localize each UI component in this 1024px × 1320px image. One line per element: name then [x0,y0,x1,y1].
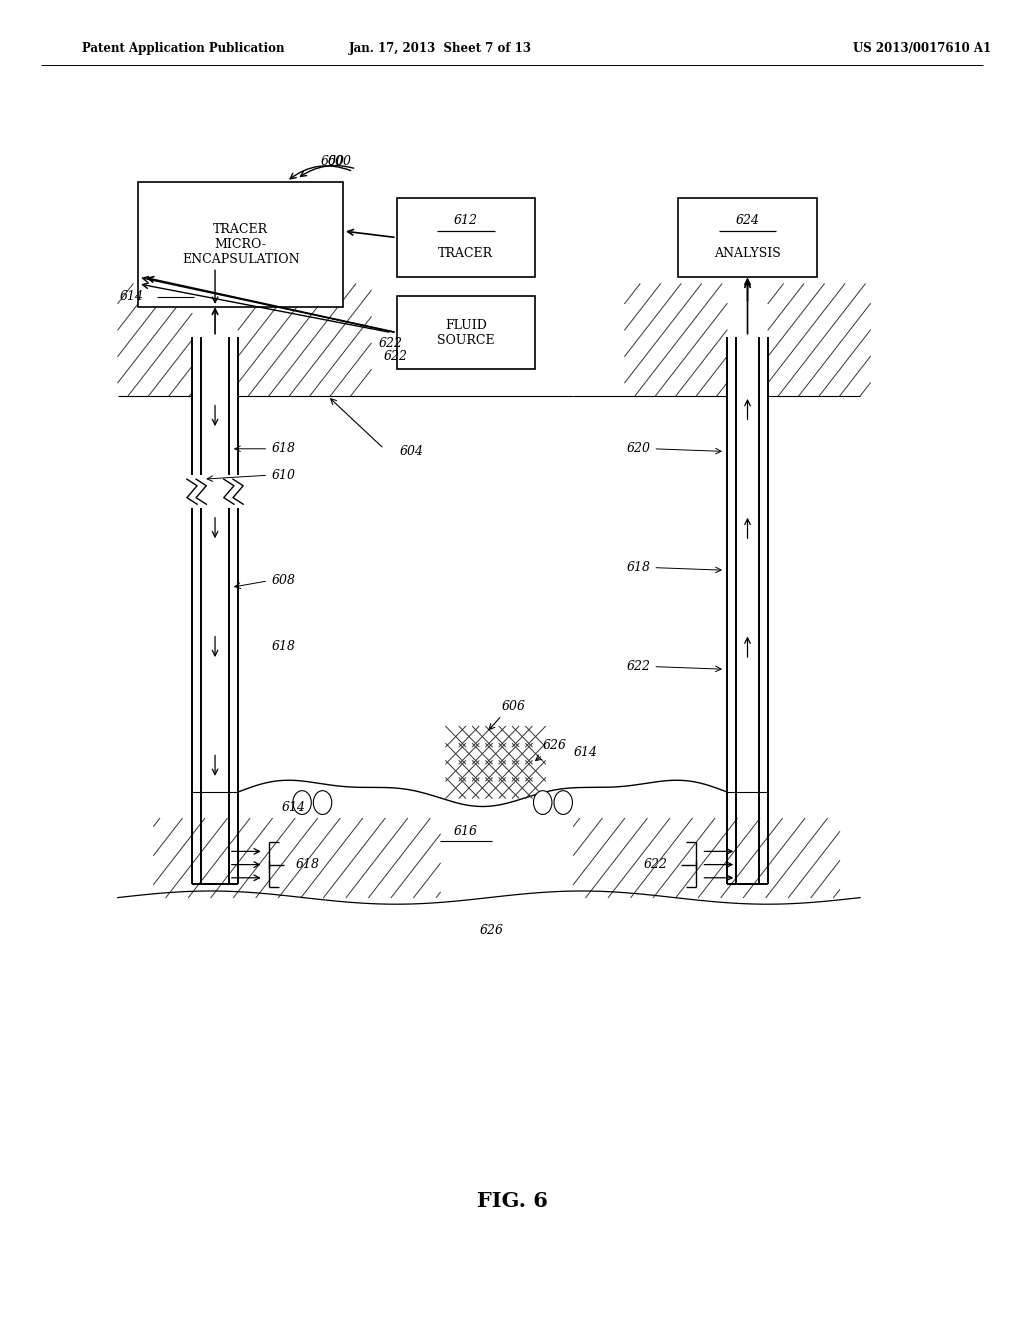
Text: 618: 618 [271,442,295,455]
Text: 604: 604 [399,445,423,458]
Text: 618: 618 [296,858,319,871]
Text: 610: 610 [271,469,295,482]
Bar [138,182,343,308]
Text: 622: 622 [379,337,402,350]
Text: 622: 622 [643,858,668,871]
Text: 614: 614 [282,801,305,814]
Text: 600: 600 [321,154,345,168]
Circle shape [554,791,572,814]
Text: Jan. 17, 2013  Sheet 7 of 13: Jan. 17, 2013 Sheet 7 of 13 [349,42,531,55]
Text: 600: 600 [328,154,351,168]
Circle shape [534,791,552,814]
Text: FIG. 6: FIG. 6 [476,1191,548,1212]
Text: 622: 622 [384,350,408,363]
Text: 622: 622 [627,660,650,673]
Text: US 2013/0017610 A1: US 2013/0017610 A1 [853,42,990,55]
Text: 618: 618 [271,640,295,653]
Text: 606: 606 [502,700,525,713]
Text: 612: 612 [454,214,478,227]
Text: TRACER
MICRO-
ENCAPSULATION: TRACER MICRO- ENCAPSULATION [182,223,299,265]
Circle shape [313,791,332,814]
Bar [678,198,817,277]
Text: Patent Application Publication: Patent Application Publication [82,42,285,55]
Text: FLUID
SOURCE: FLUID SOURCE [437,318,495,347]
Text: 624: 624 [735,214,760,227]
Bar [397,296,535,368]
Text: TRACER: TRACER [438,247,494,260]
Bar [397,198,535,277]
Text: 616: 616 [454,825,478,838]
Text: 618: 618 [627,561,650,574]
Text: 620: 620 [627,442,650,455]
Text: 626: 626 [479,924,504,937]
Text: 614: 614 [120,290,143,304]
Text: 608: 608 [271,574,295,587]
Text: 614: 614 [573,746,597,759]
Text: ANALYSIS: ANALYSIS [714,247,781,260]
Text: 626: 626 [543,739,566,752]
Circle shape [293,791,311,814]
